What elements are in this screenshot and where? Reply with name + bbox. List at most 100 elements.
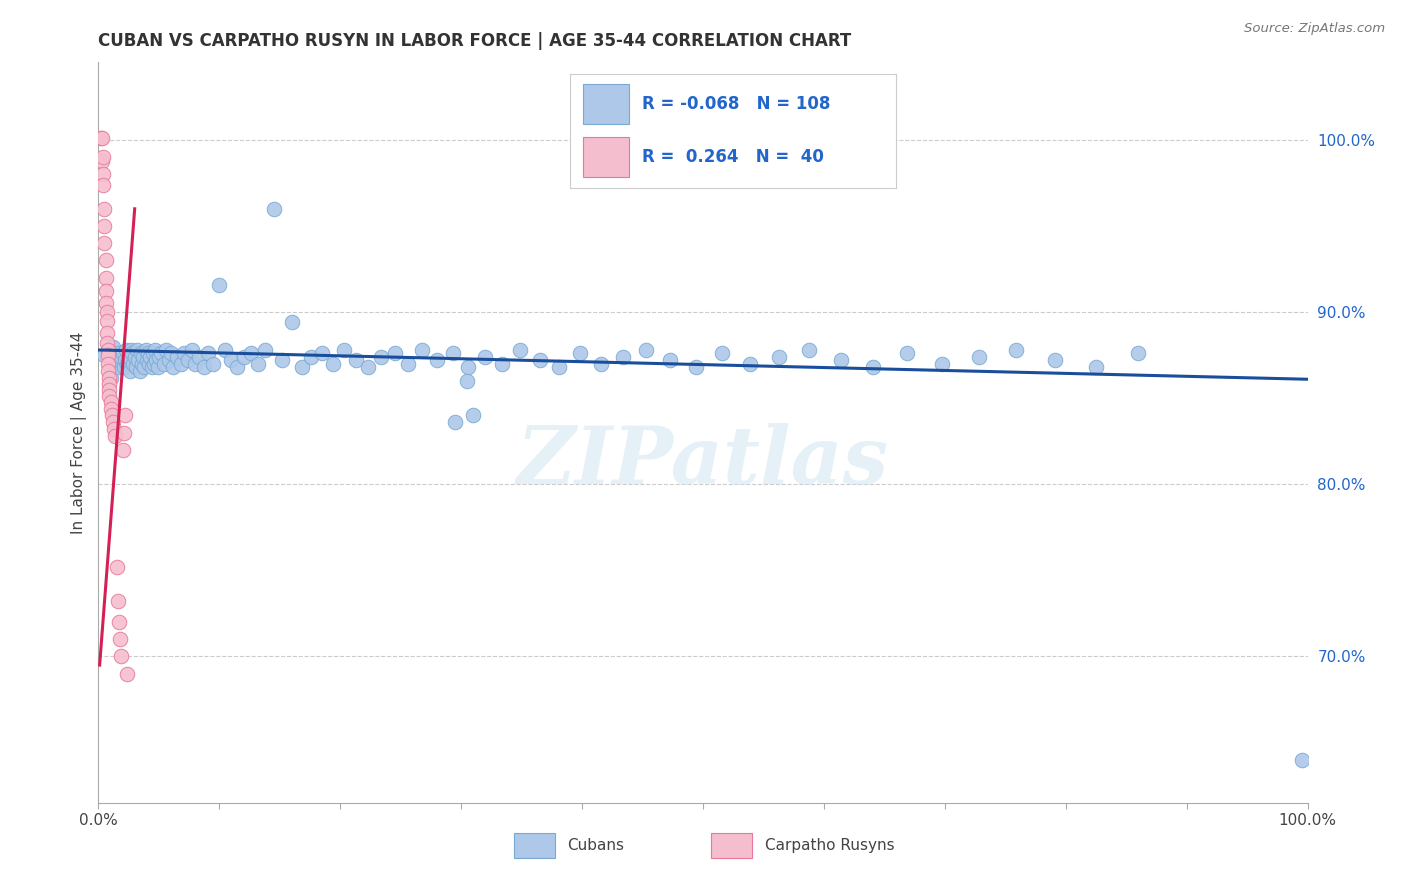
Point <box>96 305 118 319</box>
Point <box>97 343 120 357</box>
Point <box>214 343 236 357</box>
Point <box>148 350 170 364</box>
Point <box>138 357 160 371</box>
Point <box>117 357 139 371</box>
Point <box>896 346 918 360</box>
Point <box>112 360 135 375</box>
Point <box>441 346 464 360</box>
Point <box>97 348 120 362</box>
Point <box>94 270 117 285</box>
Point <box>173 346 195 360</box>
Point <box>474 350 496 364</box>
Point <box>568 346 591 360</box>
Point <box>152 357 174 371</box>
Point <box>111 442 134 457</box>
Point <box>94 285 117 299</box>
Point <box>799 343 821 357</box>
Point <box>239 346 262 360</box>
Point <box>263 202 285 216</box>
Point <box>96 314 118 328</box>
Point <box>107 594 129 608</box>
Point <box>103 422 125 436</box>
Point <box>91 167 114 181</box>
Point <box>768 350 790 364</box>
Point <box>636 343 658 357</box>
Point <box>142 346 165 360</box>
Point <box>135 343 157 357</box>
Point <box>91 150 114 164</box>
Point <box>96 336 118 351</box>
Point <box>967 350 990 364</box>
Point <box>114 353 136 368</box>
Point <box>143 343 166 357</box>
Point <box>202 357 225 371</box>
Point <box>187 350 209 364</box>
Point <box>129 346 152 360</box>
Point <box>110 350 132 364</box>
Point <box>290 360 312 375</box>
Point <box>136 346 159 360</box>
Point <box>104 429 127 443</box>
Point <box>150 346 173 360</box>
Point <box>333 343 356 357</box>
Point <box>1043 353 1066 368</box>
Point <box>226 360 249 375</box>
Point <box>396 357 419 371</box>
Point <box>197 346 219 360</box>
Point <box>931 357 953 371</box>
Point <box>247 357 270 371</box>
Point <box>1128 346 1150 360</box>
Point <box>491 357 513 371</box>
Point <box>184 357 207 371</box>
Point <box>711 346 734 360</box>
Point <box>344 353 367 368</box>
Point <box>685 360 707 375</box>
Point <box>548 360 571 375</box>
Point <box>128 364 150 378</box>
Point <box>124 350 146 364</box>
Point <box>444 415 467 429</box>
Point <box>121 346 143 360</box>
Point <box>100 409 122 423</box>
Point <box>1005 343 1028 357</box>
Point <box>120 343 142 357</box>
Point <box>115 343 138 357</box>
Point <box>157 353 180 368</box>
Point <box>612 350 634 364</box>
Point <box>122 357 145 371</box>
Point <box>93 219 115 233</box>
Point <box>105 560 128 574</box>
Point <box>426 353 449 368</box>
Point <box>862 360 884 375</box>
Point <box>131 357 153 371</box>
Point <box>166 350 188 364</box>
Point <box>110 649 132 664</box>
Point <box>145 353 167 368</box>
Point <box>125 360 148 375</box>
Point <box>108 360 131 375</box>
Point <box>96 326 118 340</box>
Point <box>299 350 322 364</box>
Point <box>112 425 135 440</box>
Point <box>177 353 200 368</box>
Point <box>1291 753 1313 767</box>
Point <box>98 389 121 403</box>
Text: Source: ZipAtlas.com: Source: ZipAtlas.com <box>1244 22 1385 36</box>
Point <box>193 360 215 375</box>
Point <box>232 350 254 364</box>
Point <box>98 383 121 397</box>
Text: ZIPatlas: ZIPatlas <box>517 424 889 501</box>
Point <box>91 131 114 145</box>
Point <box>411 343 433 357</box>
Point <box>591 357 613 371</box>
Point <box>180 343 202 357</box>
Point <box>90 131 112 145</box>
Point <box>221 353 243 368</box>
Point <box>740 357 762 371</box>
Point <box>100 401 122 416</box>
Point <box>463 409 485 423</box>
Point <box>107 346 129 360</box>
Point <box>141 360 163 375</box>
Point <box>105 357 128 371</box>
Point <box>118 364 141 378</box>
